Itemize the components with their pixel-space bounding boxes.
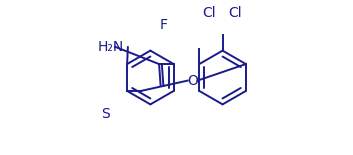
Text: S: S xyxy=(101,107,110,121)
Text: F: F xyxy=(160,18,167,32)
Text: O: O xyxy=(187,74,198,88)
Text: Cl: Cl xyxy=(203,6,216,20)
Text: Cl: Cl xyxy=(228,6,242,20)
Text: H₂N: H₂N xyxy=(98,40,124,54)
